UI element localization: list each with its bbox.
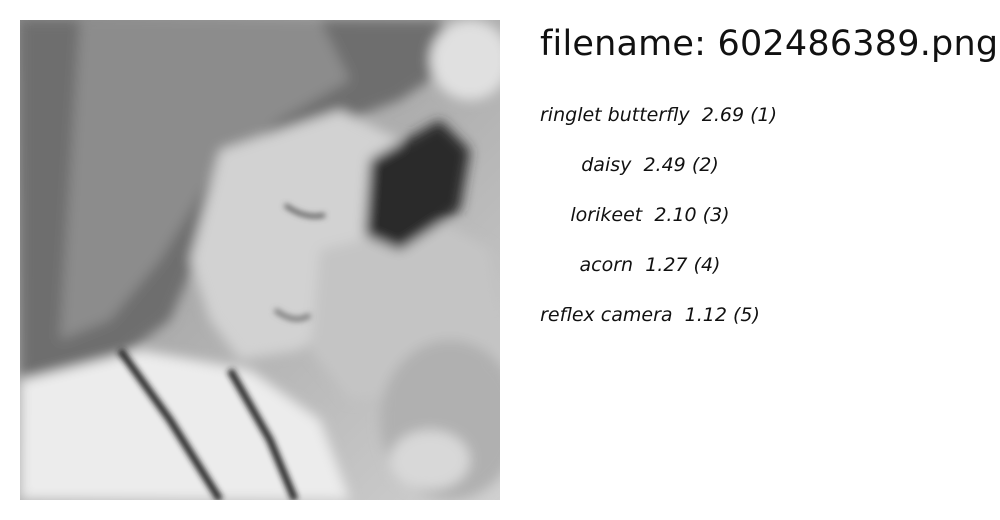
prediction-label: daisy (581, 154, 632, 176)
girl-photo (20, 20, 500, 500)
prediction-rank: (5) (733, 304, 760, 326)
prediction-score: 1.27 (645, 254, 688, 276)
prediction-label: reflex camera (540, 304, 673, 326)
prediction-rank: (3) (702, 204, 730, 226)
prediction-item: acorn 1.27 (4) (540, 250, 760, 300)
filename-title: filename: 602486389.png (540, 24, 998, 64)
prediction-score: 2.49 (643, 154, 686, 176)
prediction-item: daisy 2.49 (2) (540, 150, 760, 200)
prediction-list: ringlet butterfly 2.69 (1) daisy 2.49 (2… (540, 100, 777, 350)
filename-prefix: filename: (540, 24, 718, 64)
prediction-rank: (1) (750, 104, 778, 126)
prediction-score: 2.10 (654, 204, 697, 226)
filename-value: 602486389.png (717, 24, 999, 64)
prediction-rank: (2) (691, 154, 719, 176)
prediction-score: 2.69 (701, 104, 745, 126)
prediction-score: 1.12 (684, 304, 727, 326)
prediction-label: acorn (579, 254, 634, 276)
prediction-label: lorikeet (570, 204, 643, 226)
prediction-item: ringlet butterfly 2.69 (1) (540, 100, 777, 150)
prediction-label: ringlet butterfly (540, 104, 690, 126)
prediction-item: lorikeet 2.10 (3) (540, 200, 760, 250)
prediction-rank: (4) (693, 254, 721, 276)
prediction-item: reflex camera 1.12 (5) (540, 300, 760, 350)
input-image (20, 20, 500, 500)
